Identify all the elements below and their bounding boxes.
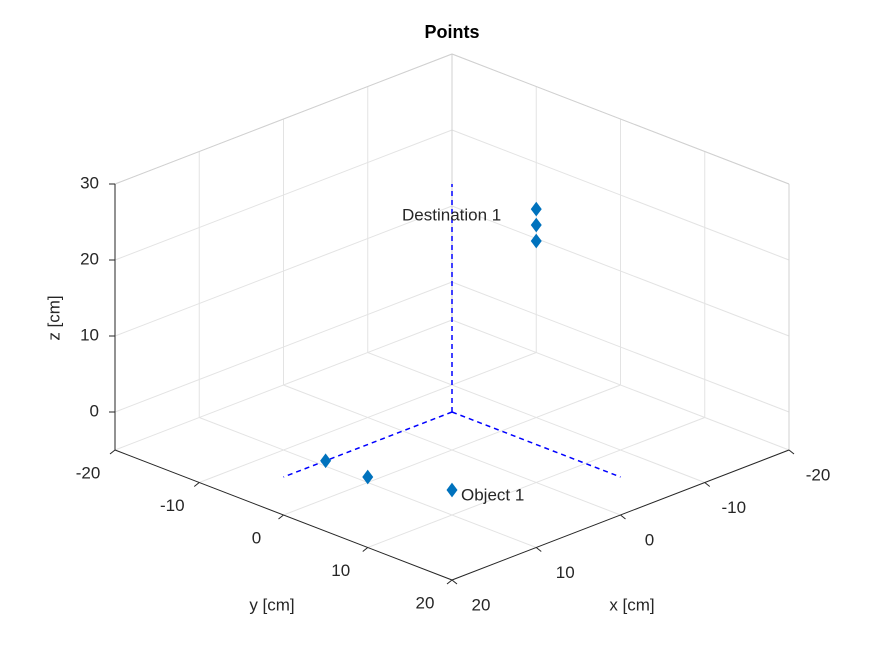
point <box>530 201 542 217</box>
y-tick <box>193 482 200 487</box>
grid-line <box>114 319 453 451</box>
point <box>362 469 374 485</box>
x-axis-label: x [cm] <box>609 595 654 614</box>
grid-line <box>451 281 790 413</box>
x-tick <box>788 449 795 455</box>
z-axis-label: z [cm] <box>44 295 63 340</box>
x-tick-label: -10 <box>721 498 746 517</box>
frame-y <box>451 411 621 478</box>
y-tick <box>278 514 284 520</box>
y-tick-label: 10 <box>331 561 350 580</box>
x-tick <box>620 514 626 520</box>
x-tick-label: 20 <box>472 595 491 614</box>
x-tick <box>704 482 711 487</box>
y-tick <box>446 579 453 585</box>
grid-line <box>114 129 453 261</box>
y-tick <box>362 547 369 552</box>
box-edge <box>114 53 453 185</box>
point <box>446 482 458 498</box>
y-tick-label: 0 <box>252 528 261 547</box>
point <box>530 233 542 249</box>
x-tick <box>535 547 542 552</box>
grid-line <box>283 384 621 516</box>
z-tick-label: 30 <box>80 173 99 192</box>
z-tick-label: 20 <box>80 249 99 268</box>
y-tick <box>109 449 116 455</box>
annotation: Destination 1 <box>402 206 501 225</box>
y-tick-label: -10 <box>160 496 185 515</box>
frame-x <box>283 411 453 478</box>
grid-line <box>451 129 790 261</box>
y-tick-label: 20 <box>416 593 435 612</box>
annotation: Object 1 <box>461 485 524 504</box>
x-tick-label: 0 <box>645 530 654 549</box>
y-axis-label: y [cm] <box>249 595 294 614</box>
z-tick-label: 0 <box>90 401 99 420</box>
grid-line <box>367 417 705 548</box>
z-tick-label: 10 <box>80 325 99 344</box>
x-tick-label: 10 <box>556 563 575 582</box>
y-tick-label: -20 <box>76 463 101 482</box>
box-edge <box>451 53 790 185</box>
x-tick-label: -20 <box>806 465 831 484</box>
point <box>320 453 332 469</box>
x-tick <box>451 579 458 585</box>
grid-line <box>199 352 537 483</box>
grid-line <box>114 205 453 337</box>
grid-line <box>114 281 453 413</box>
chart-title: Points <box>424 22 479 42</box>
point <box>530 217 542 233</box>
grid-line <box>451 205 790 337</box>
